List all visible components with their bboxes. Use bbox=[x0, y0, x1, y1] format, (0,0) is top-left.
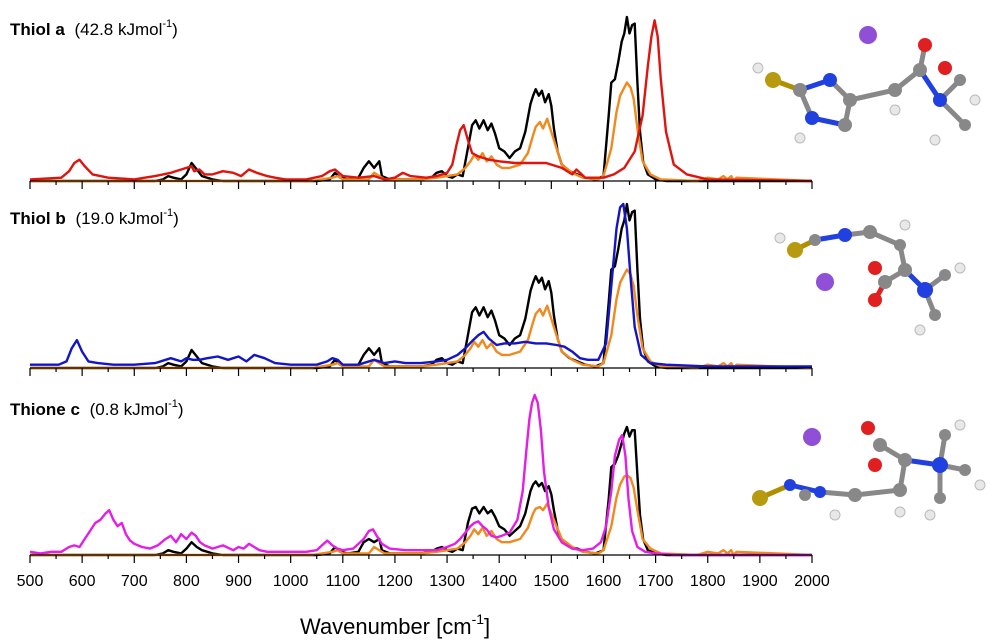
x-tick-labels: 500 600 700 800 900 1000 1100 1200 1300 1400 1500 1… bbox=[17, 573, 830, 590]
panel-title-bold: Thiol a bbox=[10, 20, 65, 39]
panel-title-energy: (0.8 kJmol bbox=[90, 400, 168, 419]
series-line-3 bbox=[29, 19, 813, 183]
panel-title-thione-c: Thione c (0.8 kJmol-1) bbox=[10, 398, 184, 419]
panel-title-energy: (19.0 kJmol bbox=[75, 209, 163, 228]
x-tick-label: 1700 bbox=[638, 573, 674, 590]
molecule-thiol-b bbox=[774, 219, 966, 336]
x-tick-label: 600 bbox=[69, 573, 96, 590]
x-tick-label: 1400 bbox=[481, 573, 517, 590]
series-line-1 bbox=[30, 425, 812, 557]
panel-thiol-a: Thiol a (42.8 kJmol-1) bbox=[10, 15, 981, 189]
series-line-1 bbox=[30, 202, 812, 370]
x-tick-label: 1600 bbox=[586, 573, 622, 590]
x-tick-label: 1200 bbox=[377, 573, 413, 590]
x-axis-title-main: Wavenumber [cm bbox=[300, 614, 472, 639]
panel-thiol-b: Thiol b (19.0 kJmol-1) bbox=[10, 202, 966, 376]
series-line-1 bbox=[30, 15, 812, 183]
panel-title-sup: -1 bbox=[168, 398, 178, 410]
x-axis-title-close: ] bbox=[484, 614, 490, 639]
series-line-3 bbox=[30, 202, 812, 368]
panel-thione-c: Thione c (0.8 kJmol-1) bbox=[10, 393, 986, 563]
x-tick-label: 800 bbox=[173, 573, 200, 590]
series-line-2 bbox=[30, 268, 813, 370]
panel-title-bold: Thione c bbox=[10, 400, 80, 419]
x-tick-label: 1800 bbox=[690, 573, 726, 590]
series-line-2 bbox=[30, 473, 813, 557]
panel-title-close: ) bbox=[173, 209, 179, 228]
series-line-3 bbox=[29, 393, 812, 557]
panel-title-bold: Thiol b bbox=[10, 209, 66, 228]
panel-title-thiol-a: Thiol a (42.8 kJmol-1) bbox=[10, 18, 178, 39]
panel-title-thiol-b: Thiol b (19.0 kJmol-1) bbox=[10, 207, 179, 228]
x-tick-label: 700 bbox=[121, 573, 148, 590]
panel-title-sup: -1 bbox=[163, 207, 173, 219]
panel-title-close: ) bbox=[178, 400, 184, 419]
molecule-thione-c bbox=[752, 419, 986, 521]
panel-title-energy: (42.8 kJmol bbox=[75, 20, 163, 39]
x-tick-label: 2000 bbox=[794, 573, 830, 590]
x-tick-label: 1500 bbox=[534, 573, 570, 590]
x-tick-label: 500 bbox=[17, 573, 44, 590]
x-tick-label: 1000 bbox=[273, 573, 309, 590]
series-line-2 bbox=[30, 81, 813, 183]
x-axis-title-sup: -1 bbox=[472, 611, 485, 627]
sodium-atom bbox=[816, 273, 834, 291]
x-tick-label: 1900 bbox=[742, 573, 778, 590]
x-tick-label: 1300 bbox=[429, 573, 465, 590]
molecule-thiol-a bbox=[752, 26, 981, 146]
x-tick-label: 1100 bbox=[326, 573, 361, 590]
panel-title-close: ) bbox=[172, 20, 178, 39]
x-axis-title: Wavenumber [cm-1] bbox=[300, 611, 490, 639]
sodium-atom bbox=[859, 26, 877, 44]
panel-title-sup: -1 bbox=[162, 18, 172, 30]
x-tick-label: 900 bbox=[225, 573, 252, 590]
sodium-atom bbox=[803, 428, 821, 446]
